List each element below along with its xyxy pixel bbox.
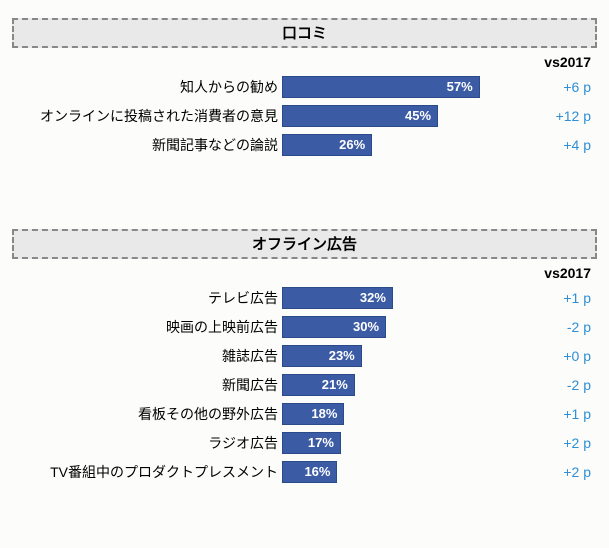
bar: 32% — [282, 287, 393, 309]
chart-section: 口コミ vs2017 知人からの勧め 57% +6 p オンラインに投稿された消費者の意見… — [12, 18, 597, 159]
bar: 23% — [282, 345, 362, 367]
category-label: 雑誌広告 — [12, 346, 282, 366]
bar: 45% — [282, 105, 438, 127]
bar-value-label: 23% — [329, 348, 355, 363]
bar: 16% — [282, 461, 337, 483]
bar-row: ラジオ広告 17% +2 p — [12, 428, 597, 457]
bar-track: 18% — [282, 403, 535, 425]
bar-row: テレビ広告 32% +1 p — [12, 283, 597, 312]
chart-section: オフライン広告 vs2017 テレビ広告 32% +1 p 映画の上映前広告 30% -2 p… — [12, 229, 597, 486]
delta-label: +2 p — [535, 435, 597, 451]
category-label: ラジオ広告 — [12, 433, 282, 453]
bar-row: TV番組中のプロダクトプレスメント 16% +2 p — [12, 457, 597, 486]
bar-value-label: 30% — [353, 319, 379, 334]
bar-row: 映画の上映前広告 30% -2 p — [12, 312, 597, 341]
delta-label: +12 p — [535, 108, 597, 124]
bar-value-label: 16% — [304, 464, 330, 479]
bar-value-label: 21% — [322, 377, 348, 392]
bar: 18% — [282, 403, 344, 425]
bar-value-label: 26% — [339, 137, 365, 152]
category-label: テレビ広告 — [12, 288, 282, 308]
bar-value-label: 17% — [308, 435, 334, 450]
bar-track: 45% — [282, 105, 535, 127]
category-label: 看板その他の野外広告 — [12, 404, 282, 424]
bar-row: 新聞広告 21% -2 p — [12, 370, 597, 399]
chart-root: 口コミ vs2017 知人からの勧め 57% +6 p オンラインに投稿された消費者の意見… — [12, 18, 597, 486]
bar: 26% — [282, 134, 372, 156]
delta-label: +1 p — [535, 290, 597, 306]
delta-label: +4 p — [535, 137, 597, 153]
bar-track: 30% — [282, 316, 535, 338]
bar-track: 17% — [282, 432, 535, 454]
bar-track: 21% — [282, 374, 535, 396]
delta-label: -2 p — [535, 377, 597, 393]
bar: 21% — [282, 374, 355, 396]
bar: 30% — [282, 316, 386, 338]
delta-label: +6 p — [535, 79, 597, 95]
bar-row: 看板その他の野外広告 18% +1 p — [12, 399, 597, 428]
bar-value-label: 45% — [405, 108, 431, 123]
bar-track: 23% — [282, 345, 535, 367]
section-title: 口コミ — [12, 18, 597, 48]
category-label: 新聞記事などの論説 — [12, 135, 282, 155]
category-label: 知人からの勧め — [12, 77, 282, 97]
bar-value-label: 57% — [447, 79, 473, 94]
bar-row: 雑誌広告 23% +0 p — [12, 341, 597, 370]
delta-label: +0 p — [535, 348, 597, 364]
bar-track: 57% — [282, 76, 535, 98]
vs-year-label: vs2017 — [12, 54, 597, 70]
bar-value-label: 18% — [311, 406, 337, 421]
bar-track: 26% — [282, 134, 535, 156]
bar: 17% — [282, 432, 341, 454]
bar-row: オンラインに投稿された消費者の意見 45% +12 p — [12, 101, 597, 130]
delta-label: +2 p — [535, 464, 597, 480]
vs-year-label: vs2017 — [12, 265, 597, 281]
section-title: オフライン広告 — [12, 229, 597, 259]
delta-label: -2 p — [535, 319, 597, 335]
category-label: TV番組中のプロダクトプレスメント — [12, 462, 282, 482]
bar-row: 新聞記事などの論説 26% +4 p — [12, 130, 597, 159]
bar: 57% — [282, 76, 480, 98]
bar-value-label: 32% — [360, 290, 386, 305]
category-label: 新聞広告 — [12, 375, 282, 395]
delta-label: +1 p — [535, 406, 597, 422]
category-label: 映画の上映前広告 — [12, 317, 282, 337]
bar-track: 32% — [282, 287, 535, 309]
bar-track: 16% — [282, 461, 535, 483]
category-label: オンラインに投稿された消費者の意見 — [12, 106, 282, 126]
bar-row: 知人からの勧め 57% +6 p — [12, 72, 597, 101]
